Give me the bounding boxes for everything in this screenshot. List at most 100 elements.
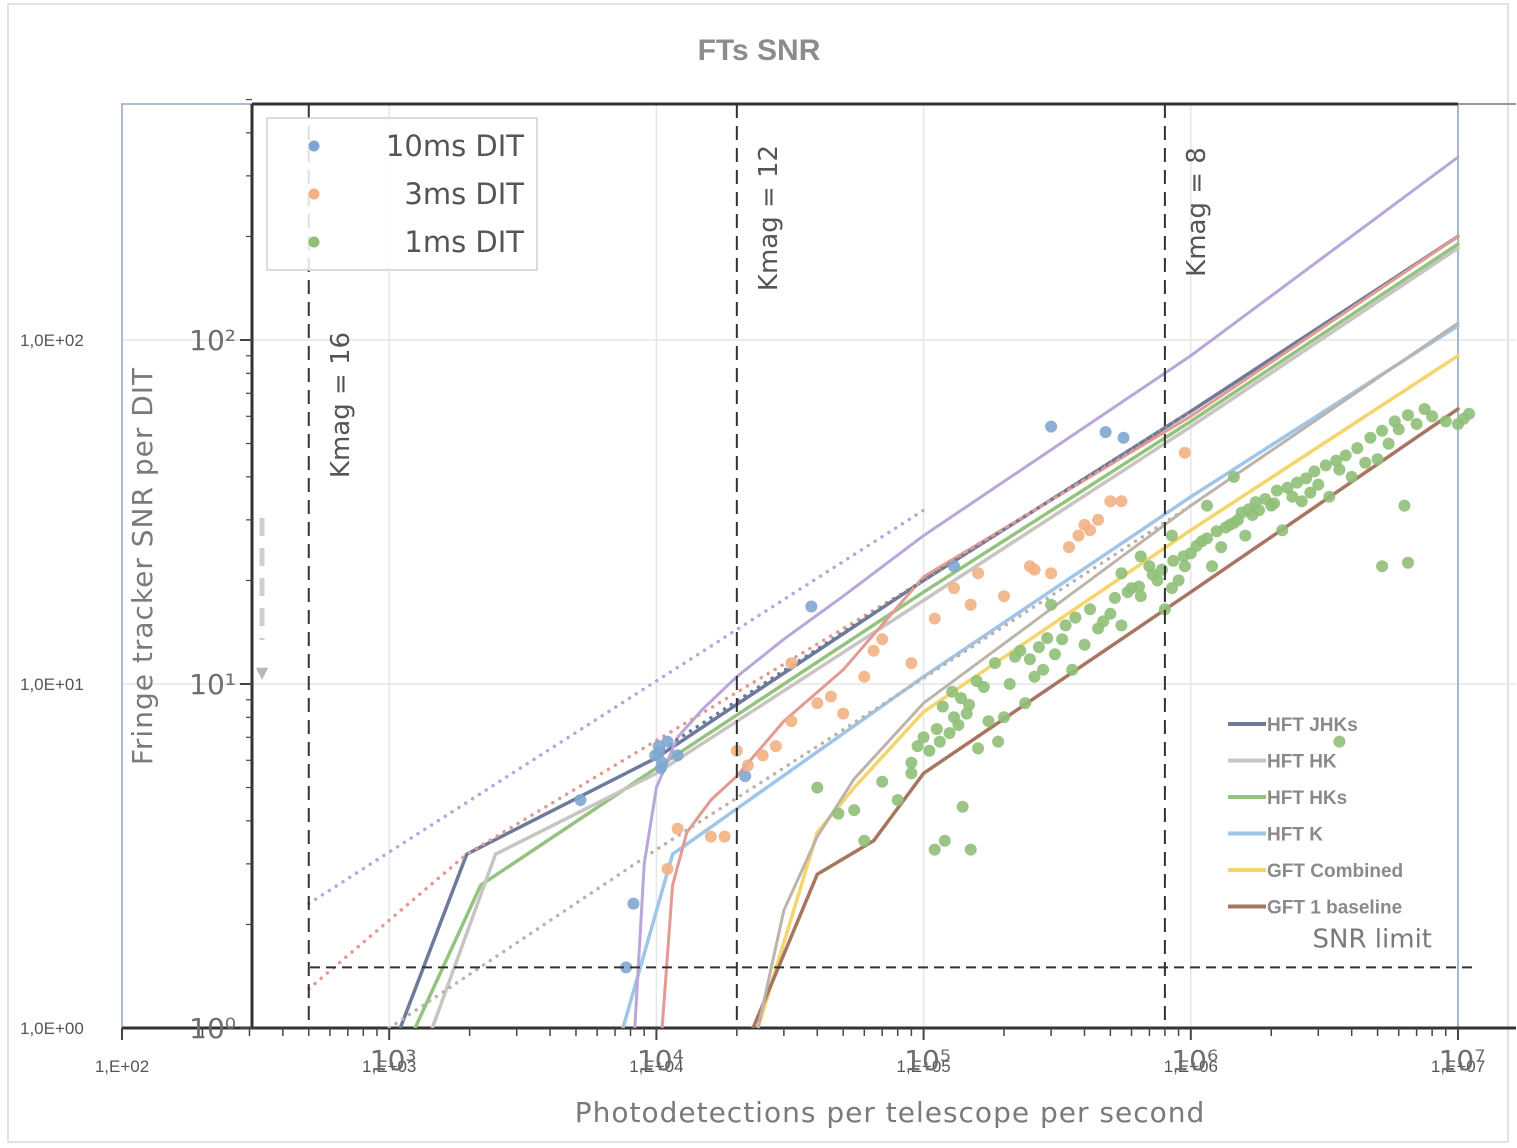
ghost-arrow-mark: ▼ <box>256 663 269 682</box>
legend-line-label: GFT 1 baseline <box>1267 898 1402 919</box>
data-point <box>1045 420 1058 433</box>
data-point <box>948 560 960 573</box>
data-point <box>627 897 640 910</box>
data-point <box>1097 615 1110 628</box>
data-point <box>943 727 956 740</box>
x-tick-label: 1,E+03 <box>362 1057 416 1076</box>
data-point <box>1078 638 1091 651</box>
data-point <box>785 715 798 728</box>
data-point <box>1063 541 1075 554</box>
data-point <box>1376 424 1389 437</box>
data-point <box>1104 607 1117 620</box>
data-point <box>946 685 959 698</box>
data-point <box>858 670 871 683</box>
data-point <box>718 830 731 843</box>
dotted-reference-line <box>307 409 1193 991</box>
legend-line-label: HFT JHKs <box>1267 715 1358 736</box>
data-point <box>1115 567 1128 580</box>
legend-point-marker <box>308 236 320 248</box>
legend-line-label: GFT Combined <box>1267 861 1403 882</box>
chart-frame <box>7 3 1509 1143</box>
data-point <box>972 567 985 580</box>
data-point <box>1072 529 1085 542</box>
kmag-marker-label: Kmag = 8 <box>1182 147 1212 277</box>
data-point <box>1312 478 1325 491</box>
data-point <box>933 735 946 748</box>
legend-point-label: 10ms DIT <box>386 129 524 163</box>
y-axis-label: Fringe tracker SNR per DIT <box>126 367 159 765</box>
data-point <box>1382 437 1395 450</box>
y-tick-label: 1,0E+01 <box>20 675 84 694</box>
data-point <box>1300 472 1313 485</box>
data-point <box>1019 697 1032 710</box>
y-tick-label: 1,0E+00 <box>20 1019 84 1038</box>
data-point <box>1041 632 1054 645</box>
data-point <box>891 794 904 806</box>
data-point <box>1092 513 1105 526</box>
data-point <box>1426 410 1439 423</box>
dotted-reference-line <box>654 409 1193 755</box>
data-point <box>1227 470 1240 483</box>
data-point <box>989 657 1001 670</box>
data-point <box>1167 554 1180 567</box>
legend-line-label: HFT HK <box>1267 752 1337 773</box>
data-point <box>1270 484 1283 497</box>
x-tick-label: 1,E+07 <box>1431 1057 1485 1076</box>
series-line <box>413 242 1460 1028</box>
line-legend: HFT JHKs HFT HK HFT HKs HFT K GFT Combined GF… <box>1228 715 1403 919</box>
y-tick-label: 1,0E+02 <box>20 331 84 350</box>
data-point <box>992 735 1005 748</box>
data-point <box>805 600 818 613</box>
legend-point-marker <box>308 140 320 152</box>
data-point <box>905 657 918 670</box>
data-point <box>1003 678 1016 690</box>
data-point <box>1330 454 1343 467</box>
data-point <box>1156 563 1168 576</box>
dotted-reference-line <box>387 503 1193 1028</box>
data-point <box>867 644 880 657</box>
data-point <box>972 742 985 755</box>
data-point <box>952 719 965 731</box>
legend-line-label: HFT K <box>1267 825 1323 846</box>
data-point <box>1158 603 1171 616</box>
data-point <box>832 807 845 820</box>
series-line <box>398 234 1460 1028</box>
dit-legend: 10ms DIT 3ms DIT 1ms DIT <box>266 117 538 271</box>
data-point <box>1133 580 1145 593</box>
data-point <box>811 781 824 794</box>
data-point <box>1410 418 1423 430</box>
data-point <box>1045 598 1058 611</box>
data-point <box>911 740 924 753</box>
data-point <box>1351 442 1364 455</box>
data-point <box>1418 403 1431 415</box>
legend-point-marker <box>308 188 320 200</box>
x-tick-label-inner: 10⁷ <box>1439 1044 1486 1077</box>
data-point <box>1032 641 1045 654</box>
data-point <box>811 697 824 710</box>
data-point <box>756 749 769 762</box>
data-point <box>1359 456 1372 469</box>
data-point <box>1134 590 1147 603</box>
data-point <box>656 756 669 769</box>
data-point <box>1201 532 1213 545</box>
data-point <box>1295 495 1308 508</box>
data-point <box>948 582 960 595</box>
data-point <box>1364 431 1377 444</box>
data-point <box>1117 431 1130 444</box>
y-tick-label-inner: 10⁰ <box>189 1012 236 1045</box>
series-layer <box>307 155 1476 1028</box>
data-point <box>1206 560 1218 573</box>
data-point <box>1286 490 1299 503</box>
data-point <box>876 633 889 646</box>
data-point <box>1333 463 1346 476</box>
data-point <box>1066 663 1079 676</box>
data-point <box>741 759 754 772</box>
data-point <box>837 707 850 720</box>
data-point <box>923 744 936 757</box>
data-point <box>1304 486 1317 499</box>
data-point <box>1291 476 1304 489</box>
data-point <box>1402 409 1414 422</box>
data-point <box>1215 541 1228 554</box>
data-point <box>1084 603 1097 616</box>
